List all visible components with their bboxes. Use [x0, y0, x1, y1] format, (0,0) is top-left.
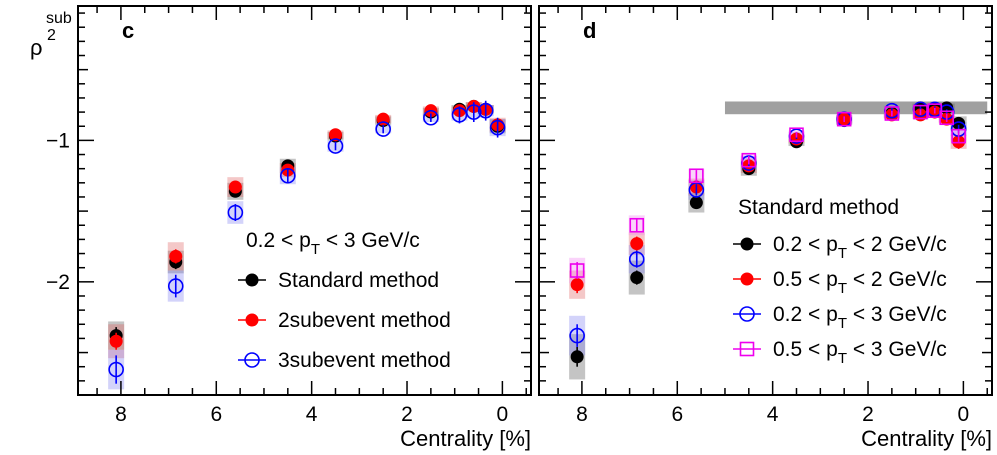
x-axis-title: Centrality [%] — [400, 426, 531, 451]
x-tick-label: 2 — [862, 403, 874, 426]
point-3-0 — [569, 263, 585, 278]
legend-label-2: 3subevent method — [278, 349, 451, 372]
y-axis-title: ρ sub 2 — [30, 10, 72, 60]
point-3-1 — [629, 217, 645, 233]
y-tick-label: −2 — [46, 271, 70, 294]
x-tick-label: 4 — [306, 403, 318, 426]
point-3-9 — [939, 110, 955, 126]
point-0-2 — [689, 196, 703, 210]
panel-letter: c — [122, 18, 134, 43]
plot-frame — [538, 5, 993, 396]
legend-header: 0.2 < pT < 3 GeV/c — [246, 229, 420, 258]
point-2-5 — [375, 121, 391, 137]
x-tick-label: 6 — [210, 403, 222, 426]
x-tick-label: 2 — [401, 403, 413, 426]
x-tick-label: 8 — [115, 403, 127, 426]
point-3-5 — [836, 111, 852, 127]
y-axis-title-sup: sub — [46, 10, 72, 27]
point-3-3 — [741, 152, 757, 168]
point-1-0 — [109, 334, 123, 348]
legend: 0.2 < pT < 3 GeV/c Standard method 2subeve… — [238, 229, 451, 372]
point-2-7 — [451, 107, 468, 123]
point-2-3 — [280, 167, 296, 184]
point-2-9 — [477, 102, 494, 119]
point-2-1 — [628, 251, 645, 268]
legend-label-3: 0.5 < pT < 3 GeV/c — [773, 338, 947, 367]
legend: Standard method 0.2 < pT < 2 GeV/c 0.5 < p… — [733, 196, 947, 367]
point-2-10 — [489, 119, 506, 136]
point-3-2 — [689, 168, 704, 184]
y-axis-title-sub: 2 — [47, 27, 56, 44]
point-3-10 — [951, 128, 966, 144]
point-2-0 — [569, 327, 585, 344]
legend-label-0: Standard method — [278, 269, 439, 292]
x-tick-label: 0 — [958, 403, 970, 426]
point-0-1 — [630, 271, 644, 285]
legend-label-1: 2subevent method — [278, 309, 451, 332]
point-0-0 — [570, 350, 584, 364]
x-tick-label: 8 — [576, 403, 588, 426]
point-1-1 — [630, 237, 644, 251]
point-2-8 — [465, 104, 482, 120]
legend-marker-1 — [245, 313, 259, 327]
point-3-7 — [913, 104, 928, 120]
x-axis-title: Centrality [%] — [861, 426, 992, 451]
legend-marker-2 — [739, 306, 755, 322]
point-1-2 — [228, 180, 242, 194]
legend-label-1: 0.5 < pT < 2 GeV/c — [773, 268, 947, 297]
panel-c: 8 6 4 2 0 −1 −2 Centrality [%] c 0.2 < pT < 3 GeV… — [46, 5, 532, 451]
y-axis-title-rho: ρ — [30, 35, 43, 60]
x-tick-label: 6 — [671, 403, 683, 426]
panel-letter: d — [583, 18, 596, 43]
point-3-6 — [884, 106, 900, 121]
point-2-1 — [167, 278, 184, 294]
legend-label-0: 0.2 < pT < 2 GeV/c — [773, 233, 947, 262]
point-1-1 — [169, 249, 183, 263]
legend-header: Standard method — [738, 196, 899, 219]
legend-marker-1 — [740, 272, 754, 286]
point-3-4 — [789, 127, 804, 143]
point-2-6 — [423, 109, 439, 126]
legend-marker-0 — [245, 273, 259, 287]
x-tick-label: 4 — [767, 403, 779, 426]
y-tick-label: −1 — [46, 129, 70, 152]
point-1-0 — [570, 278, 584, 292]
point-1-4 — [328, 128, 342, 142]
point-2-2 — [227, 204, 244, 221]
legend-marker-2 — [244, 352, 260, 368]
x-tick-label: 0 — [497, 403, 509, 426]
point-2-4 — [327, 138, 344, 154]
legend-marker-0 — [740, 237, 754, 251]
point-2-0 — [108, 361, 124, 378]
legend-label-2: 0.2 < pT < 3 GeV/c — [773, 303, 947, 332]
point-0-10 — [952, 116, 966, 130]
legend-marker-3 — [739, 341, 755, 357]
plot-frame — [77, 5, 532, 396]
